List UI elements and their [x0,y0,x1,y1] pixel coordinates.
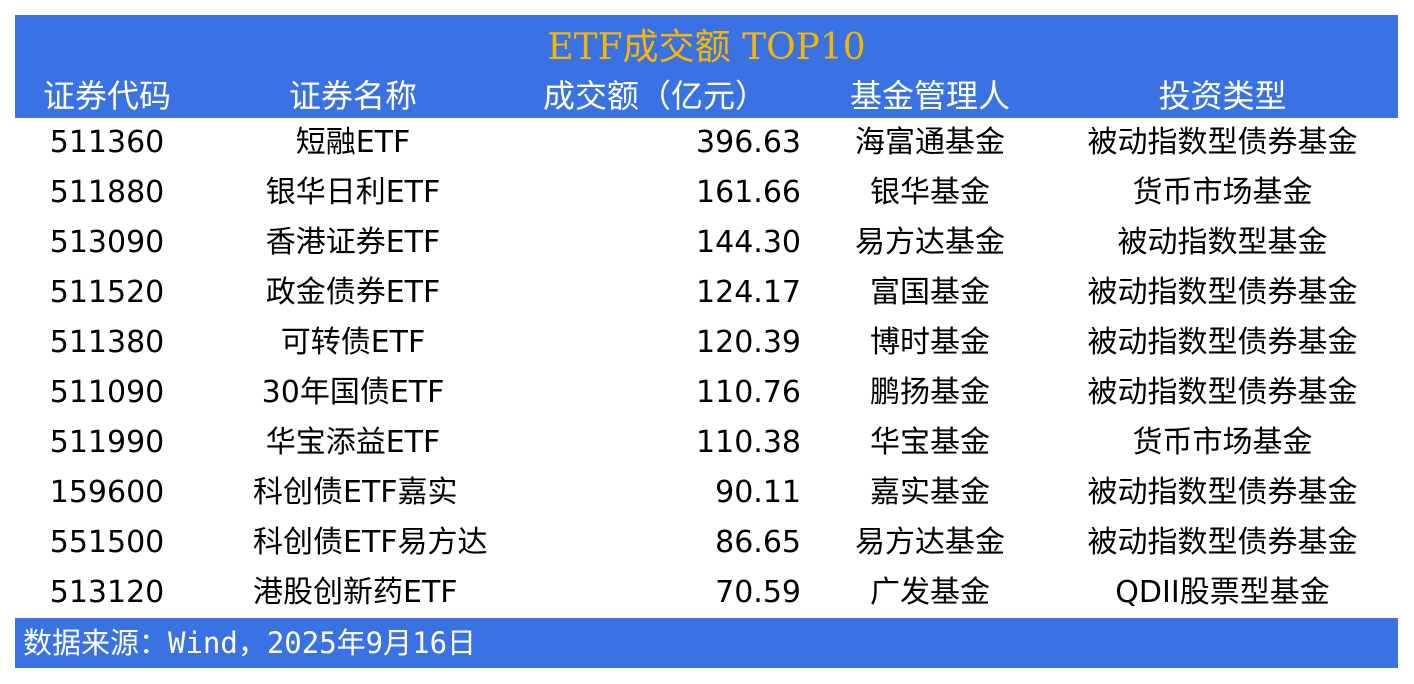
cell-type: 被动指数型债券基金 [1087,475,1358,510]
cell-manager: 博时基金 [870,325,990,360]
table-row: 511880 银华日利ETF 161.66 银华基金 货币市场基金 [15,168,1398,218]
cell-type: 货币市场基金 [1132,175,1313,210]
cell-type: 被动指数型债券基金 [1087,325,1358,360]
cell-name: 30年国债ETF [261,375,445,410]
cell-manager: 广发基金 [870,575,990,610]
column-header-name: 证券名称 [288,77,417,115]
cell-turnover: 396.63 [696,125,801,160]
cell-type: 被动指数型债券基金 [1087,375,1358,410]
cell-code: 513120 [49,575,165,610]
cell-manager: 鹏扬基金 [870,375,990,410]
cell-type: 被动指数型债券基金 [1087,125,1358,160]
table-row: 511520 政金债券ETF 124.17 富国基金 被动指数型债券基金 [15,268,1398,318]
cell-code: 159600 [49,475,165,510]
cell-turnover: 110.76 [696,375,801,410]
cell-name: 可转债ETF [280,325,426,360]
cell-turnover: 86.65 [715,525,801,560]
footer: 数据来源：Wind，2025年9月16日 [15,618,1398,668]
cell-name: 港股创新药ETF [253,575,458,610]
data-source: 数据来源：Wind，2025年9月16日 [23,626,477,660]
table-row: 513090 香港证券ETF 144.30 易方达基金 被动指数型基金 [15,218,1398,268]
cell-turnover: 110.38 [696,425,801,460]
cell-turnover: 70.59 [715,575,801,610]
table-title: ETF成交额 TOP10 [547,27,866,68]
column-header-turnover: 成交额（亿元） [542,77,767,115]
table-row: 511090 30年国债ETF 110.76 鹏扬基金 被动指数型债券基金 [15,368,1398,418]
table-row: 513120 港股创新药ETF 70.59 广发基金 QDII股票型基金 [15,568,1398,618]
cell-code: 551500 [49,525,165,560]
cell-code: 511360 [49,125,165,160]
cell-code: 513090 [49,225,165,260]
table-row: 511990 华宝添益ETF 110.38 华宝基金 货币市场基金 [15,418,1398,468]
cell-type: QDII股票型基金 [1115,575,1330,610]
column-headers: 证券代码 证券名称 成交额（亿元） 基金管理人 投资类型 [15,75,1398,117]
table-row: 511360 短融ETF 396.63 海富通基金 被动指数型债券基金 [15,118,1398,168]
cell-type: 被动指数型债券基金 [1087,275,1358,310]
cell-manager: 华宝基金 [870,425,990,460]
cell-turnover: 161.66 [696,175,801,210]
table-row: 551500 科创债ETF易方达 86.65 易方达基金 被动指数型债券基金 [15,518,1398,568]
cell-name: 华宝添益ETF [265,425,441,460]
cell-type: 货币市场基金 [1132,425,1313,460]
cell-turnover: 144.30 [696,225,801,260]
cell-code: 511380 [49,325,165,360]
cell-name: 政金债券ETF [265,275,441,310]
cell-type: 被动指数型基金 [1117,225,1328,260]
cell-turnover: 124.17 [696,275,801,310]
table-header: ETF成交额 TOP10 证券代码 证券名称 成交额（亿元） 基金管理人 投资类… [15,15,1398,118]
cell-code: 511990 [49,425,165,460]
cell-name: 短融ETF [295,125,411,160]
column-header-manager: 基金管理人 [849,77,1010,115]
table-row: 159600 科创债ETF嘉实 90.11 嘉实基金 被动指数型债券基金 [15,468,1398,518]
cell-manager: 海富通基金 [855,125,1005,160]
table-row: 511380 可转债ETF 120.39 博时基金 被动指数型债券基金 [15,318,1398,368]
cell-turnover: 120.39 [696,325,801,360]
cell-name: 科创债ETF嘉实 [253,475,458,510]
table-body: 511360 短融ETF 396.63 海富通基金 被动指数型债券基金 511880 银华日… [15,118,1398,618]
column-header-code: 证券代码 [42,77,171,115]
cell-manager: 嘉实基金 [870,475,990,510]
cell-manager: 易方达基金 [855,225,1005,260]
cell-name: 香港证券ETF [265,225,441,260]
cell-code: 511880 [49,175,165,210]
cell-manager: 富国基金 [870,275,990,310]
cell-code: 511520 [49,275,165,310]
cell-name: 科创债ETF易方达 [253,525,488,560]
cell-turnover: 90.11 [715,475,801,510]
cell-name: 银华日利ETF [265,175,441,210]
cell-code: 511090 [49,375,165,410]
cell-type: 被动指数型债券基金 [1087,525,1358,560]
column-header-type: 投资类型 [1158,77,1287,115]
cell-manager: 银华基金 [870,175,990,210]
cell-manager: 易方达基金 [855,525,1005,560]
